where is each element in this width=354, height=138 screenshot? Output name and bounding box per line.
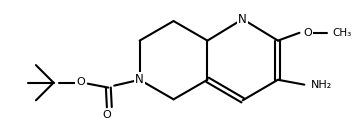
Text: N: N <box>135 73 144 86</box>
Text: O: O <box>76 77 85 87</box>
Text: N: N <box>238 13 247 26</box>
Text: O: O <box>102 110 111 120</box>
Text: NH₂: NH₂ <box>311 80 332 90</box>
Text: CH₃: CH₃ <box>333 28 352 38</box>
Text: O: O <box>303 28 312 38</box>
